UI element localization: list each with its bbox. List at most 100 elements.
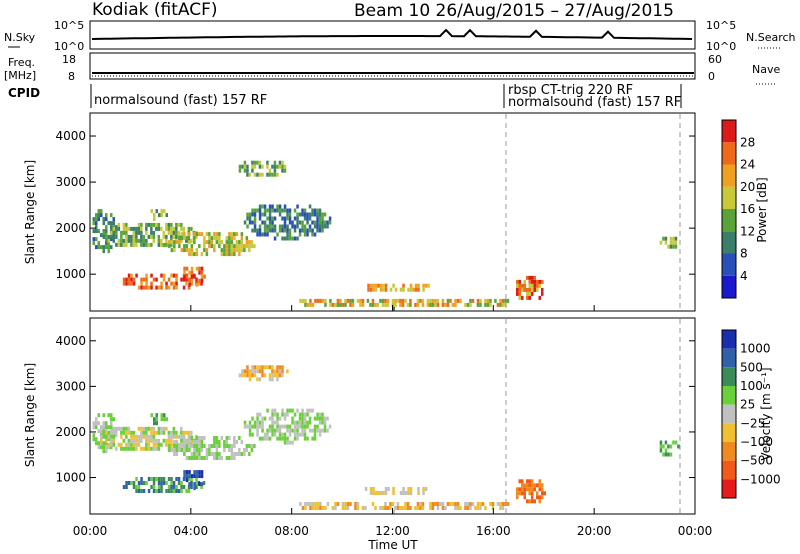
scatter-cell bbox=[102, 441, 105, 446]
scatter-cell bbox=[251, 220, 254, 225]
scatter-cell bbox=[203, 248, 206, 253]
scatter-cell bbox=[531, 487, 534, 492]
scatter-cell bbox=[208, 244, 211, 249]
scatter-cell bbox=[283, 440, 287, 445]
scatter-cell bbox=[248, 216, 252, 221]
scatter-cell bbox=[152, 230, 156, 235]
scatter-cell bbox=[157, 477, 161, 481]
scatter-cell bbox=[167, 430, 171, 435]
scatter-cell bbox=[112, 217, 115, 222]
scatter-cell bbox=[278, 436, 282, 441]
scatter-cell bbox=[238, 373, 242, 378]
scatter-cell bbox=[319, 502, 322, 506]
scatter-cell bbox=[157, 485, 161, 489]
scatter-cell bbox=[173, 452, 176, 456]
scatter-cell bbox=[434, 502, 437, 506]
scatter-cell bbox=[243, 448, 246, 452]
scatter-cell bbox=[316, 212, 319, 217]
scatter-cell bbox=[281, 365, 284, 370]
scatter-cell bbox=[261, 220, 264, 225]
scatter-cell bbox=[228, 236, 231, 241]
scatter-cell bbox=[165, 426, 168, 431]
scatter-cell bbox=[316, 228, 319, 233]
scatter-cell bbox=[409, 487, 413, 491]
scatter-cell bbox=[198, 266, 201, 271]
scatter-cell bbox=[92, 241, 95, 246]
scatter-cell bbox=[190, 474, 194, 479]
scatter-cell bbox=[377, 283, 380, 288]
scatter-cell bbox=[127, 238, 131, 243]
colorbar-tick-label: 1000 bbox=[740, 342, 771, 356]
scatter-cell bbox=[213, 456, 216, 460]
scatter-cell bbox=[283, 424, 287, 429]
scatter-cell bbox=[311, 506, 315, 510]
scatter-cell bbox=[228, 436, 231, 440]
scatter-cell bbox=[318, 216, 322, 221]
scatter-cell bbox=[266, 232, 269, 237]
scatter-cell bbox=[195, 266, 199, 271]
scatter-cell bbox=[436, 298, 440, 303]
scatter-cell bbox=[195, 474, 199, 479]
scatter-cell bbox=[389, 502, 392, 506]
scatter-cell bbox=[664, 440, 668, 445]
scatter-cell bbox=[349, 302, 352, 307]
scatter-cell bbox=[371, 502, 375, 506]
scatter-cell bbox=[518, 279, 521, 284]
scatter-cell bbox=[218, 232, 221, 237]
scatter-cell bbox=[401, 506, 405, 510]
scatter-cell bbox=[291, 416, 294, 421]
scatter-cell bbox=[256, 369, 259, 374]
colorbar-segment bbox=[722, 164, 736, 187]
scatter-cell bbox=[251, 160, 254, 165]
scatter-cell bbox=[218, 444, 221, 448]
scatter-cell bbox=[531, 291, 534, 296]
scatter-cell bbox=[183, 266, 186, 271]
scatter-cell bbox=[200, 456, 204, 460]
scatter-cell bbox=[198, 448, 201, 452]
scatter-cell bbox=[127, 442, 131, 447]
scatter-cell bbox=[125, 238, 128, 243]
scatter-cell bbox=[256, 228, 259, 233]
scatter-cell bbox=[193, 252, 196, 257]
scatter-cell bbox=[185, 474, 189, 479]
scatter-cell bbox=[303, 428, 307, 433]
scatter-cell bbox=[291, 428, 294, 433]
colorbar-segment bbox=[722, 186, 736, 209]
scatter-cell bbox=[112, 226, 116, 231]
scatter-cell bbox=[286, 412, 289, 417]
scatter-cell bbox=[258, 216, 262, 221]
scatter-cell bbox=[278, 416, 282, 421]
scatter-cell bbox=[107, 445, 110, 450]
scatter-cell bbox=[296, 204, 299, 209]
scatter-cell bbox=[165, 442, 168, 447]
scatter-cell bbox=[100, 445, 103, 450]
scatter-cell bbox=[258, 212, 262, 217]
scatter-cell bbox=[311, 228, 314, 233]
scatter-cell bbox=[286, 440, 289, 445]
scatter-cell bbox=[165, 438, 168, 443]
scatter-cell bbox=[303, 412, 307, 417]
scatter-cell bbox=[177, 481, 181, 485]
scatter-cell bbox=[107, 442, 111, 447]
scatter-cell bbox=[351, 302, 355, 307]
scatter-cell bbox=[538, 279, 541, 284]
velocity-colorbar-label: Velocity [m s⁻¹] bbox=[759, 367, 773, 460]
scatter-cell bbox=[296, 408, 299, 413]
scatter-cell bbox=[147, 489, 151, 493]
scatter-cell bbox=[271, 369, 274, 374]
scatter-cell bbox=[316, 424, 319, 429]
scatter-cell bbox=[92, 237, 95, 242]
scatter-cell bbox=[356, 298, 360, 303]
scatter-cell bbox=[263, 436, 267, 441]
scatter-cell bbox=[299, 502, 302, 506]
scatter-cell bbox=[318, 432, 322, 437]
scatter-cell bbox=[329, 302, 332, 307]
y-tick-label: 3000 bbox=[55, 175, 86, 189]
scatter-cell bbox=[273, 160, 277, 165]
scatter-cell bbox=[318, 416, 322, 421]
colorbar-tick-label: −1000 bbox=[740, 472, 781, 486]
scatter-cell bbox=[481, 502, 485, 506]
scatter-cell bbox=[541, 491, 544, 496]
scatter-cell bbox=[105, 213, 108, 218]
